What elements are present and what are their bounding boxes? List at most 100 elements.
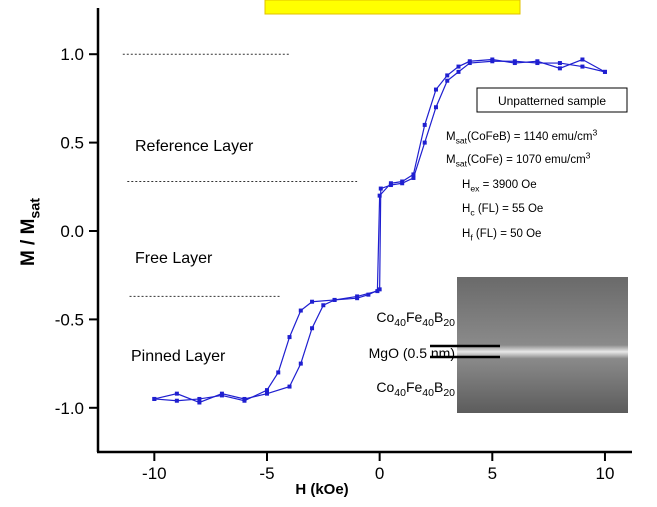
data-point [388, 181, 393, 186]
y-axis-label: M / Msat [18, 198, 44, 266]
data-point [467, 59, 472, 64]
annotation: Reference Layer [135, 138, 254, 155]
text-part: Unpatterned sample [498, 94, 606, 108]
data-point [411, 175, 416, 180]
data-point [456, 64, 461, 69]
note-box [476, 87, 628, 113]
data-point [298, 308, 303, 313]
data-point [602, 69, 607, 74]
data-point [152, 396, 157, 401]
x-tick-label: 0 [375, 464, 384, 483]
text-part: = 3900 Oe [479, 179, 536, 191]
text-part: sat [456, 135, 468, 145]
annotation: Co40Fe40B20 [376, 309, 455, 329]
annotation: Hex = 3900 Oe [462, 179, 537, 193]
text-part: Co [376, 379, 394, 395]
annotation: Hf (FL) = 50 Oe [462, 228, 541, 242]
text-part: 40 [422, 317, 434, 329]
data-point [332, 297, 337, 302]
x-tick-label: -10 [142, 464, 167, 483]
annotation: Free Layer [135, 250, 213, 267]
x-axis-label: H (kOe) [295, 481, 348, 498]
data-point [433, 87, 438, 92]
text-part: B [434, 309, 443, 325]
text-part: (FL) = 50 Oe [473, 228, 542, 240]
x-tick-label: -5 [259, 464, 274, 483]
text-part: 40 [394, 317, 406, 329]
text-part: 3 [586, 150, 591, 160]
text-part: 40 [422, 387, 434, 399]
header-highlight [264, 0, 521, 15]
text-part: M [446, 154, 456, 166]
text-part: H (kOe) [295, 481, 348, 498]
data-point [377, 287, 382, 292]
data-point [490, 57, 495, 62]
data-point [445, 73, 450, 78]
data-point [174, 391, 179, 396]
data-point [264, 391, 269, 396]
data-point [355, 294, 360, 299]
text-part: sat [456, 158, 468, 168]
data-point [264, 388, 269, 393]
data-point [366, 292, 371, 297]
data-line [154, 58, 606, 404]
text-part: B [434, 379, 443, 395]
text-part: M [446, 131, 456, 143]
annotation: Pinned Layer [131, 348, 226, 365]
text-part: MgO (0.5 nm) [369, 345, 455, 361]
data-point [310, 326, 315, 331]
text-part: sat [28, 198, 44, 219]
data-point [456, 69, 461, 74]
text-part: Free Layer [135, 250, 213, 267]
data-point [512, 61, 517, 66]
y-tick-label: -0.5 [55, 310, 84, 329]
data-point [400, 179, 405, 184]
annotation: MgO (0.5 nm) [369, 345, 455, 361]
text-part: Pinned Layer [131, 348, 226, 365]
y-tick-label: 0.5 [60, 134, 84, 153]
data-point [445, 78, 450, 83]
data-point [321, 303, 326, 308]
annotation: Msat(CoFe) = 1070 emu/cm3 [446, 150, 591, 168]
text-part: 20 [443, 387, 455, 399]
x-tick-label: 10 [596, 464, 615, 483]
text-part: H [462, 203, 470, 215]
text-part: Fe [406, 309, 423, 325]
data-point [535, 59, 540, 64]
text-part: Fe [406, 379, 423, 395]
data-point [298, 361, 303, 366]
data-point [287, 384, 292, 389]
text-part: (CoFeB) = 1140 emu/cm [467, 131, 592, 143]
data-point [242, 396, 247, 401]
data-point [310, 299, 315, 304]
y-tick-label: 0.0 [60, 222, 84, 241]
text-part: M / M [18, 219, 39, 267]
data-point [422, 140, 427, 145]
annotation: Co40Fe40B20 [376, 379, 455, 399]
text-part: H [462, 179, 470, 191]
data-point [287, 335, 292, 340]
x-tick-label: 5 [488, 464, 497, 483]
data-point [378, 186, 383, 191]
data-point [557, 61, 562, 66]
data-point [422, 122, 427, 127]
data-point [219, 391, 224, 396]
text-part: f [470, 232, 473, 242]
data-point [377, 193, 382, 198]
data-point [375, 289, 380, 294]
annotation: Msat(CoFeB) = 1140 emu/cm3 [446, 127, 597, 145]
text-part: 40 [394, 387, 406, 399]
text-part: Co [376, 309, 394, 325]
data-point [276, 370, 281, 375]
data-point [411, 172, 416, 177]
text-part: 3 [592, 127, 597, 137]
data-point [580, 64, 585, 69]
text-part: (CoFe) = 1070 emu/cm [467, 154, 586, 166]
y-tick-label: 1.0 [60, 45, 84, 64]
annotation: Unpatterned sample [498, 94, 606, 108]
data-point [197, 400, 202, 405]
data-point [557, 66, 562, 71]
text-part: ex [470, 183, 480, 193]
text-part: Reference Layer [135, 138, 254, 155]
